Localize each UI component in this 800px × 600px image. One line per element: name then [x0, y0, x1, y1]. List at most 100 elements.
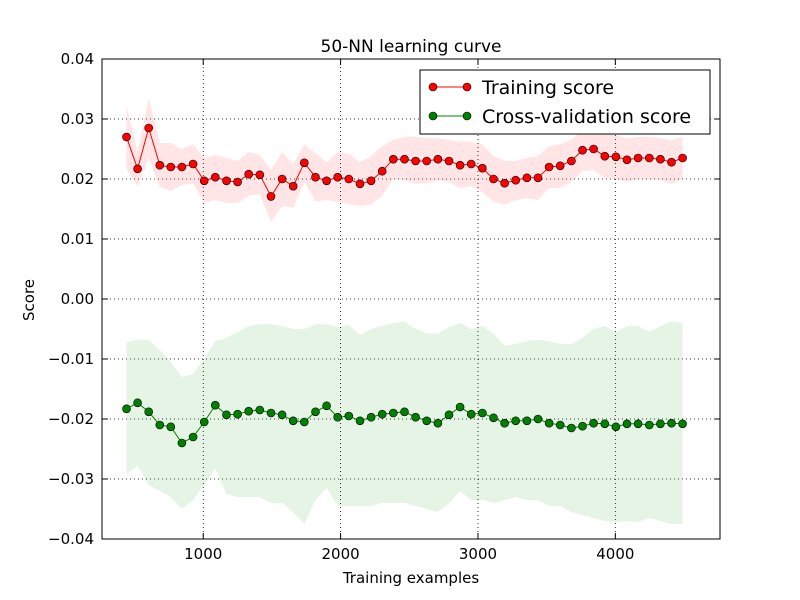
- x-tick-label: 4000: [596, 545, 634, 563]
- legend-label: Training score: [481, 77, 614, 99]
- data-point: [344, 411, 354, 421]
- data-point: [500, 178, 509, 188]
- data-point: [288, 181, 298, 191]
- data-point: [377, 166, 387, 176]
- x-axis-label: Training examples: [342, 569, 480, 587]
- data-point: [455, 160, 465, 170]
- data-point: [177, 438, 187, 448]
- data-point: [511, 175, 521, 185]
- data-point: [600, 151, 610, 161]
- y-tick-label: 0.00: [61, 290, 94, 308]
- data-point: [244, 169, 253, 179]
- data-point: [656, 154, 665, 164]
- legend-label: Cross-validation score: [482, 106, 691, 128]
- data-point: [667, 157, 676, 167]
- data-point: [233, 409, 242, 419]
- data-point: [678, 419, 687, 429]
- data-point: [166, 422, 176, 432]
- data-point: [422, 416, 432, 426]
- data-point: [444, 156, 454, 166]
- y-tick-label: 0.02: [61, 170, 94, 188]
- data-point: [466, 159, 476, 169]
- data-point: [155, 160, 165, 170]
- data-point: [433, 154, 443, 164]
- data-point: [478, 163, 487, 173]
- data-point: [433, 418, 443, 428]
- data-point: [567, 156, 576, 166]
- legend-marker: [428, 82, 438, 92]
- data-point: [533, 414, 543, 424]
- y-axis-label: Score: [20, 279, 38, 321]
- data-point: [322, 176, 331, 186]
- y-tick-label: −0.01: [48, 350, 94, 368]
- data-point: [611, 152, 621, 162]
- data-point: [644, 420, 654, 430]
- data-point: [489, 174, 498, 184]
- data-point: [633, 419, 643, 429]
- data-point: [211, 172, 220, 182]
- data-point: [199, 417, 209, 427]
- data-point: [400, 154, 409, 164]
- data-point: [578, 145, 587, 155]
- data-point: [299, 158, 309, 168]
- data-point: [567, 423, 576, 433]
- data-point: [344, 174, 354, 184]
- data-point: [455, 402, 465, 412]
- data-point: [288, 416, 298, 426]
- x-tick-label: 3000: [459, 545, 497, 563]
- data-point: [299, 417, 309, 427]
- data-point: [177, 162, 187, 172]
- data-point: [500, 418, 509, 428]
- data-point: [466, 409, 476, 419]
- y-tick-label: −0.04: [48, 530, 94, 548]
- data-point: [656, 419, 665, 429]
- data-point: [133, 398, 142, 408]
- data-point: [133, 164, 142, 174]
- data-point: [311, 407, 320, 417]
- legend: Training score Cross-validation score: [419, 69, 711, 135]
- data-point: [644, 153, 654, 163]
- x-tick-label: 1000: [184, 545, 222, 563]
- data-point: [233, 177, 242, 187]
- data-point: [266, 408, 276, 418]
- data-point: [244, 406, 253, 416]
- y-tick-label: 0.01: [61, 230, 94, 248]
- data-point: [511, 416, 521, 426]
- data-point: [144, 407, 153, 417]
- y-tick-label: 0.04: [61, 50, 94, 68]
- data-point: [533, 173, 543, 183]
- legend-marker: [428, 111, 438, 121]
- data-point: [222, 176, 231, 186]
- legend-marker: [462, 111, 472, 121]
- data-point: [589, 418, 598, 428]
- data-point: [522, 173, 532, 183]
- data-point: [388, 408, 398, 418]
- data-point: [544, 418, 554, 428]
- data-point: [678, 153, 687, 163]
- data-point: [188, 432, 198, 442]
- data-point: [578, 421, 587, 431]
- data-point: [211, 400, 220, 410]
- legend-marker: [462, 82, 472, 92]
- plot-area: 1000 2000 3000 4000 −0.04 −0.03 −0.02 −0.01 0.00…: [48, 50, 721, 563]
- data-point: [522, 416, 532, 426]
- data-point: [199, 176, 209, 186]
- data-point: [366, 412, 376, 422]
- data-point: [333, 412, 343, 422]
- data-point: [322, 401, 331, 411]
- data-point: [444, 410, 454, 420]
- data-point: [366, 176, 376, 186]
- std-band-series-2: [126, 321, 683, 524]
- x-tick-label: 2000: [322, 545, 360, 563]
- data-point: [422, 156, 432, 166]
- chart-title: 50-NN learning curve: [321, 37, 502, 57]
- data-point: [589, 144, 598, 154]
- data-point: [388, 154, 398, 164]
- data-point: [311, 172, 320, 182]
- data-point: [144, 123, 153, 133]
- data-point: [400, 407, 409, 417]
- data-point: [122, 132, 131, 142]
- data-point: [555, 161, 565, 171]
- data-point: [478, 408, 487, 418]
